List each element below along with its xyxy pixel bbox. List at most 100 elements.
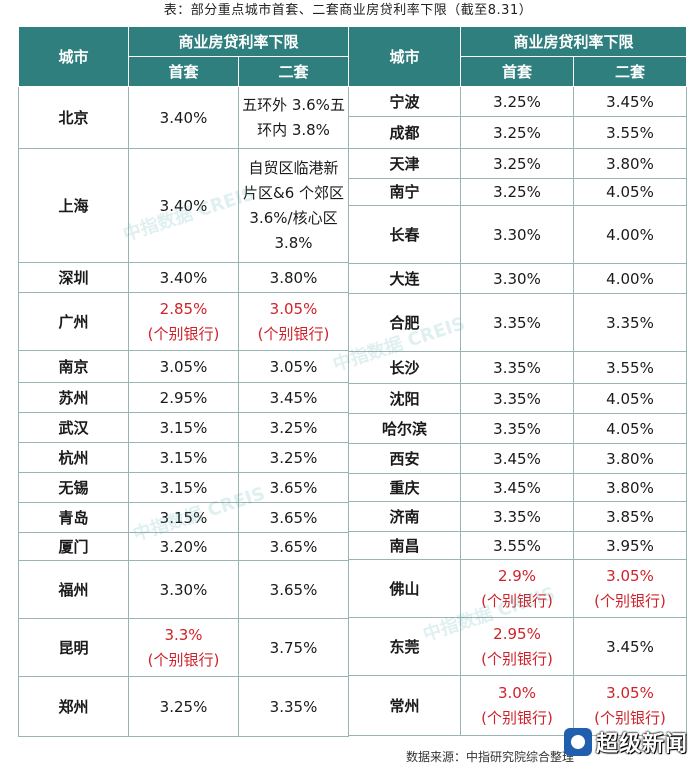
- city-cell: 北京: [18, 86, 129, 149]
- table-row: 成都 3.25% 3.55%: [348, 116, 688, 149]
- logo-text: 超级新闻: [595, 732, 688, 757]
- first-rate-cell: 3.45%: [460, 473, 574, 502]
- city-cell: 成都: [348, 116, 461, 149]
- second-rate-cell: 3.80%: [237, 262, 350, 293]
- logo-icon: [563, 728, 592, 756]
- city-cell: 佛山: [348, 559, 461, 618]
- city-cell: 西安: [348, 443, 461, 474]
- second-rate-cell: 3.25%: [237, 412, 350, 443]
- table-row: 长沙 3.35% 3.55%: [348, 351, 688, 384]
- city-cell: 无锡: [18, 472, 129, 503]
- second-rate-cell: 3.80%: [572, 443, 688, 474]
- header-first: 首套: [460, 56, 574, 87]
- first-rate-cell: 3.25%: [460, 178, 574, 206]
- left-rate-table: 城市 商业房贷利率下限 首套 二套 北京 3.40% 五环外 3.6%五 环内 3.8…: [18, 26, 350, 737]
- second-rate-line: 自贸区临港新: [248, 158, 339, 177]
- second-rate-line: 3.6%/核心区: [249, 208, 338, 227]
- second-rate-cell: 自贸区临港新 片区&6 个郊区 3.6%/核心区 3.8%: [237, 148, 350, 263]
- city-cell: 大连: [348, 263, 461, 294]
- first-rate-cell: 3.3% (个别银行): [128, 618, 239, 677]
- first-rate-value: 2.85%: [159, 299, 208, 318]
- table-row: 佛山 2.9% (个别银行) 3.05% (个别银行): [348, 559, 688, 618]
- first-rate-cell: 3.15%: [128, 502, 239, 533]
- first-rate-cell: 3.55%: [460, 531, 574, 560]
- rate-tables: 城市 商业房贷利率下限 首套 二套 北京 3.40% 五环外 3.6%五 环内 3.8…: [18, 26, 688, 746]
- city-cell: 广州: [18, 292, 129, 351]
- second-rate-cell: 3.75%: [237, 618, 350, 677]
- second-rate-line: 片区&6 个郊区: [243, 183, 345, 202]
- first-rate-cell: 3.0% (个别银行): [460, 675, 574, 736]
- header-city: 城市: [18, 26, 129, 87]
- first-rate-cell: 3.40%: [128, 86, 239, 149]
- table-row: 重庆 3.45% 3.80%: [348, 473, 688, 502]
- city-cell: 青岛: [18, 502, 129, 533]
- table-row: 长春 3.30% 4.00%: [348, 205, 688, 264]
- city-cell: 福州: [18, 560, 129, 619]
- header-rate-group: 商业房贷利率下限: [127, 26, 350, 57]
- table-row: 西安 3.45% 3.80%: [348, 443, 688, 474]
- city-cell: 长春: [348, 205, 461, 264]
- first-rate-cell: 2.95%: [128, 382, 239, 413]
- data-source: 数据来源：中指研究院综合整理: [405, 750, 574, 764]
- city-cell: 郑州: [18, 676, 129, 737]
- second-rate-cell: 4.05%: [572, 413, 688, 444]
- first-rate-value: 3.0%: [497, 683, 537, 702]
- city-cell: 苏州: [18, 382, 129, 413]
- city-cell: 合肥: [348, 293, 461, 352]
- second-rate-cell: 3.55%: [572, 351, 688, 384]
- second-rate-cell: 3.05%: [237, 350, 350, 383]
- first-rate-cell: 3.35%: [460, 351, 574, 384]
- first-rate-cell: 3.20%: [128, 532, 239, 561]
- second-rate-note: (个别银行): [257, 324, 330, 343]
- second-rate-cell: 五环外 3.6%五 环内 3.8%: [237, 86, 350, 149]
- table-row: 南京 3.05% 3.05%: [18, 350, 350, 383]
- first-rate-cell: 3.25%: [460, 116, 574, 149]
- city-cell: 南宁: [348, 178, 461, 206]
- second-rate-cell: 4.05%: [572, 383, 688, 414]
- header-city: 城市: [348, 26, 461, 87]
- city-cell: 常州: [348, 675, 461, 736]
- second-rate-cell: 3.05% (个别银行): [237, 292, 350, 351]
- first-rate-cell: 3.25%: [460, 148, 574, 179]
- city-cell: 昆明: [18, 618, 129, 677]
- first-rate-note: (个别银行): [481, 649, 553, 668]
- second-rate-cell: 3.35%: [572, 293, 688, 352]
- first-rate-cell: 3.15%: [128, 442, 239, 473]
- table-row: 福州 3.30% 3.65%: [18, 560, 350, 619]
- header-rate-group: 商业房贷利率下限: [459, 26, 688, 57]
- first-rate-cell: 3.30%: [460, 263, 574, 294]
- table-row: 宁波 3.25% 3.45%: [348, 86, 688, 117]
- table-row: 厦门 3.20% 3.65%: [18, 532, 350, 561]
- city-cell: 上海: [18, 148, 129, 263]
- second-rate-cell: 3.65%: [237, 532, 350, 561]
- first-rate-cell: 3.25%: [128, 676, 239, 737]
- city-cell: 长沙: [348, 351, 461, 384]
- second-rate-cell: 3.80%: [572, 148, 688, 179]
- first-rate-note: (个别银行): [481, 591, 553, 610]
- second-rate-cell: 3.05% (个别银行): [572, 675, 688, 736]
- city-cell: 宁波: [348, 86, 461, 117]
- table-row: 青岛 3.15% 3.65%: [18, 502, 350, 533]
- table-row: 上海 3.40% 自贸区临港新 片区&6 个郊区 3.6%/核心区 3.8%: [18, 148, 350, 263]
- second-rate-cell: 3.85%: [572, 501, 688, 532]
- first-rate-cell: 2.95% (个别银行): [460, 617, 574, 676]
- header-second: 二套: [572, 56, 688, 87]
- table-row: 大连 3.30% 4.00%: [348, 263, 688, 294]
- second-rate-cell: 3.25%: [237, 442, 350, 473]
- table-row: 南昌 3.55% 3.95%: [348, 531, 688, 560]
- first-rate-cell: 3.35%: [460, 413, 574, 444]
- right-table-body: 宁波 3.25% 3.45% 成都 3.25% 3.55% 天津 3.25% 3.80% 南宁 3.…: [348, 86, 688, 736]
- second-rate-note: (个别银行): [594, 708, 666, 727]
- first-rate-cell: 3.35%: [460, 501, 574, 532]
- table-row: 天津 3.25% 3.80%: [348, 148, 688, 179]
- second-rate-cell: 4.00%: [572, 205, 688, 264]
- first-rate-cell: 3.35%: [460, 293, 574, 352]
- first-rate-note: (个别银行): [147, 650, 220, 669]
- table-row: 深圳 3.40% 3.80%: [18, 262, 350, 293]
- second-rate-line: 五环外 3.6%五: [242, 95, 345, 114]
- city-cell: 沈阳: [348, 383, 461, 414]
- table-row: 无锡 3.15% 3.65%: [18, 472, 350, 503]
- second-rate-note: (个别银行): [594, 591, 666, 610]
- second-rate-line: 3.8%: [274, 233, 313, 252]
- second-rate-cell: 3.45%: [237, 382, 350, 413]
